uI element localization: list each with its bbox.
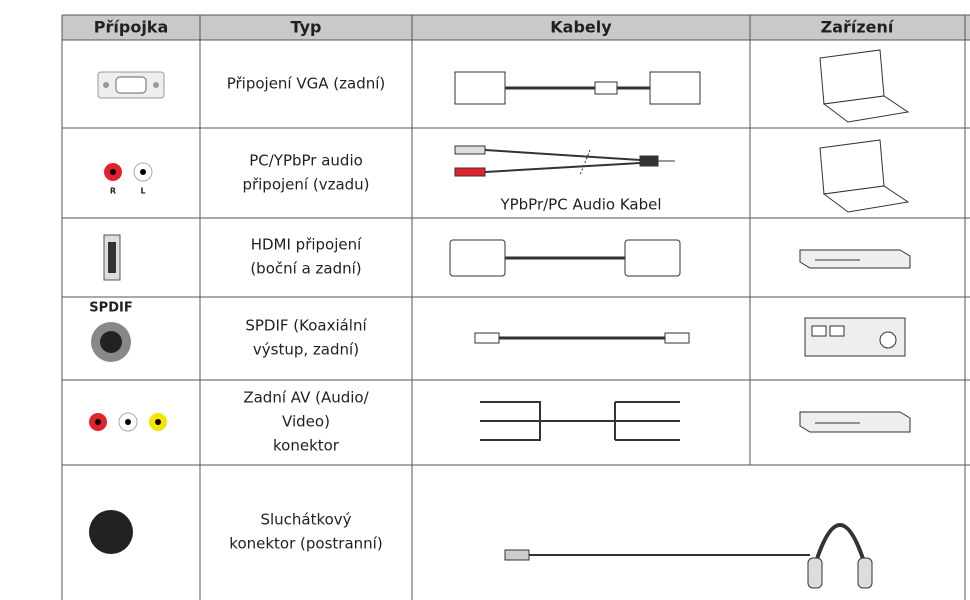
type-cell-line: Připojení VGA (zadní) xyxy=(227,75,386,93)
coax-cable xyxy=(474,332,690,344)
connector-label: R xyxy=(110,187,116,196)
table-grid xyxy=(61,14,970,600)
av-icon xyxy=(89,412,167,432)
type-cell-line: konektor xyxy=(273,437,340,455)
hdmi-cable xyxy=(449,239,681,277)
header-cell: Typ xyxy=(291,18,322,37)
header-bg xyxy=(62,15,970,40)
header-cell: Kabely xyxy=(550,18,612,37)
connector-label: SPDIF xyxy=(89,301,132,316)
player-icon xyxy=(799,411,911,433)
type-cell-line: Zadní AV (Audio/ xyxy=(243,389,369,407)
laptop-icon xyxy=(819,139,910,213)
player-icon xyxy=(799,249,911,269)
headphones-icon xyxy=(807,523,873,589)
audio-cable xyxy=(454,145,675,177)
vga-cable xyxy=(454,71,701,105)
av-cable xyxy=(480,401,680,441)
type-cell-line: (boční a zadní) xyxy=(250,260,361,278)
amplifier-icon xyxy=(804,317,906,357)
connector-label: L xyxy=(140,187,145,196)
spdif-icon xyxy=(91,322,131,362)
type-cell-line: připojení (vzadu) xyxy=(242,176,369,194)
header-cell: Zařízení xyxy=(821,18,895,37)
headphone-jack-icon xyxy=(89,510,133,554)
type-cell-line: HDMI připojení xyxy=(251,236,362,254)
laptop-icon xyxy=(819,49,910,123)
header-cell: Přípojka xyxy=(94,18,168,37)
rca-audio-icon xyxy=(104,162,153,182)
hdmi-icon xyxy=(103,234,121,281)
type-cell-line: SPDIF (Koaxiální xyxy=(245,317,367,335)
headphone-cable xyxy=(504,549,810,561)
type-cell-line: PC/YPbPr audio xyxy=(249,152,363,170)
type-cell-line: výstup, zadní) xyxy=(253,341,359,359)
type-cell-line: Video) xyxy=(282,413,330,431)
type-cell-line: Sluchátkový xyxy=(260,511,351,529)
cable-label: YPbPr/PC Audio Kabel xyxy=(499,196,661,214)
type-cell-line: konektor (postranní) xyxy=(229,535,382,553)
vga-icon xyxy=(97,71,165,99)
